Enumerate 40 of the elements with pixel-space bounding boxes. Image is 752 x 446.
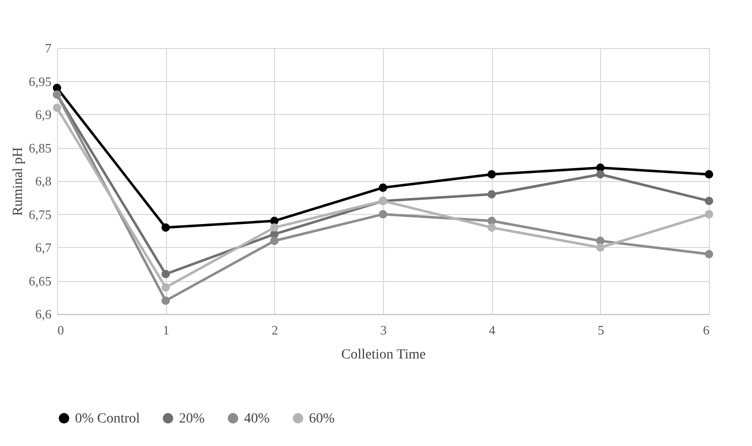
y-tick-label: 6,75 — [28, 206, 52, 222]
point — [161, 270, 170, 278]
point — [161, 296, 170, 305]
x-tick-label: 5 — [598, 322, 604, 338]
point — [596, 170, 605, 179]
point — [161, 283, 170, 292]
legend-label: 60% — [309, 411, 335, 426]
x-tick-label: 6 — [703, 322, 710, 338]
point — [270, 223, 279, 232]
point — [378, 210, 388, 218]
point — [487, 190, 496, 198]
y-axis-title: Ruminal pH — [10, 147, 26, 216]
legend-label: 20% — [179, 411, 205, 426]
y-tick-label: 6,7 — [35, 240, 52, 255]
point — [704, 170, 714, 179]
x-tick-label: 4 — [488, 322, 496, 338]
x-tick-label: 2 — [272, 322, 278, 338]
point — [161, 223, 170, 232]
point — [704, 210, 714, 218]
y-tick-label: 6,85 — [28, 140, 52, 156]
point — [52, 104, 62, 112]
y-tick-label: 6,95 — [28, 74, 52, 89]
y-tick-label: 6,6 — [35, 306, 52, 322]
legend-label: 0% Control — [75, 411, 140, 426]
point — [378, 183, 388, 192]
point — [487, 223, 496, 232]
x-tick-label: 3 — [380, 322, 387, 338]
point — [596, 243, 605, 252]
y-tick-label: 7 — [45, 40, 52, 56]
point — [487, 170, 496, 179]
y-tick-label: 6,8 — [35, 174, 52, 188]
legend-label: 40% — [244, 411, 270, 426]
x-tick-label: 1 — [162, 322, 170, 338]
y-tick-label: 6,9 — [35, 107, 52, 122]
point — [704, 196, 714, 206]
x-axis-title: Colletion Time — [341, 348, 426, 362]
y-tick-label: 6,65 — [28, 273, 52, 288]
x-tick-label: 0 — [58, 322, 64, 338]
point — [704, 250, 714, 258]
point — [270, 236, 279, 246]
